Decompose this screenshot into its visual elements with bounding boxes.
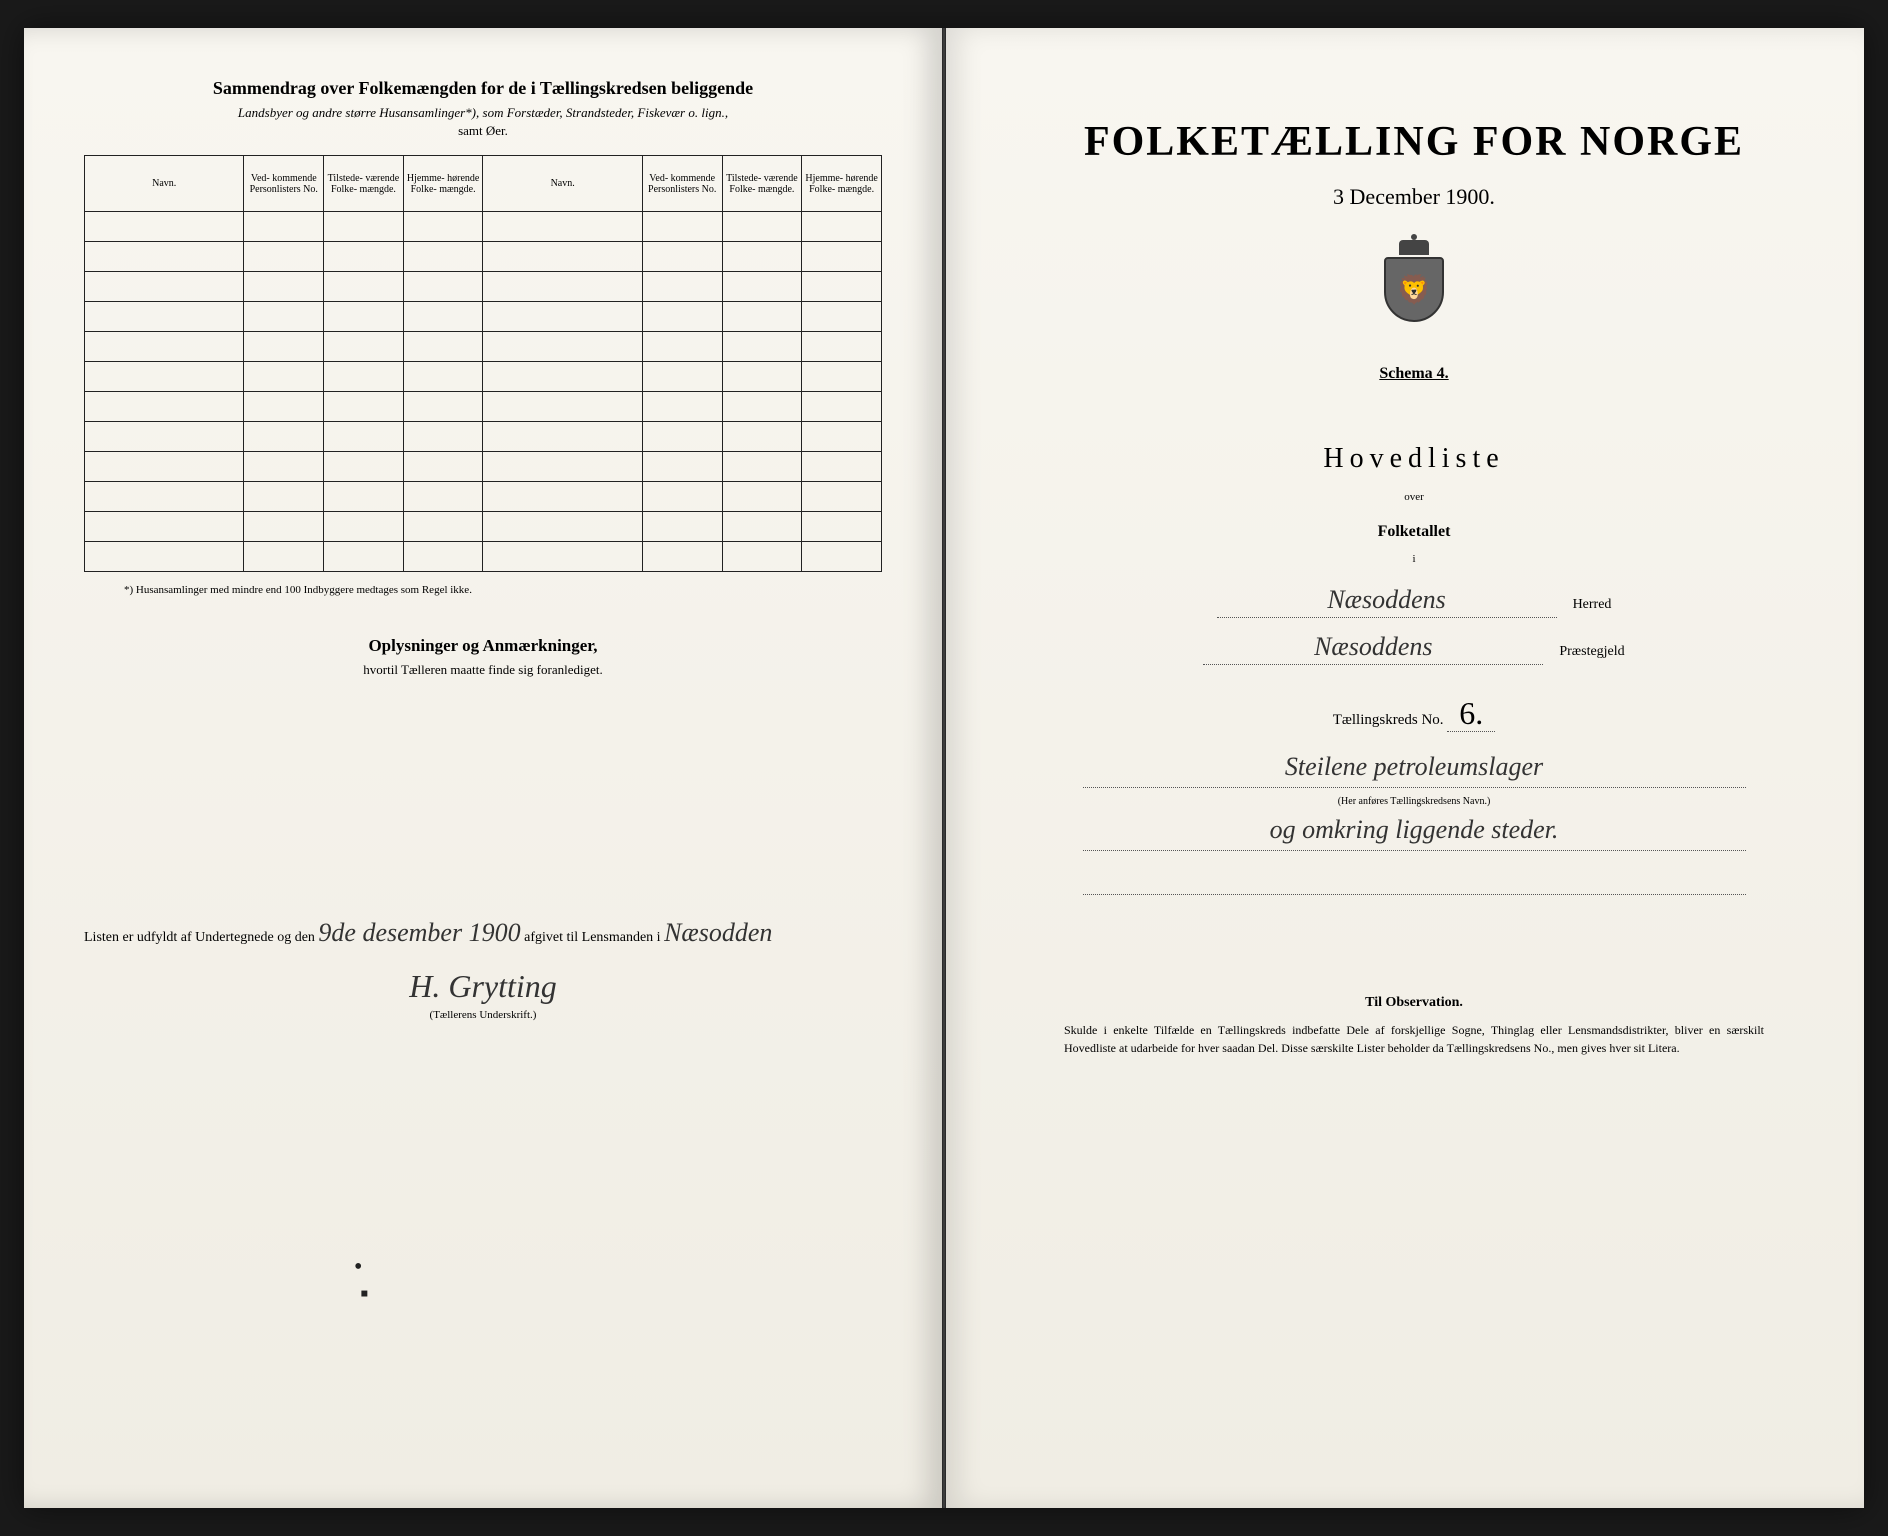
signature-line: Listen er udfyldt af Undertegnede og den… bbox=[84, 918, 882, 948]
herred-label: Herred bbox=[1573, 597, 1612, 613]
col-vedk-1: Ved- kommende Personlisters No. bbox=[244, 156, 324, 212]
schema-label: Schema 4. bbox=[1024, 365, 1804, 383]
hovedliste-title: Hovedliste bbox=[1024, 443, 1804, 475]
table-footnote: *) Husansamlinger med mindre end 100 Ind… bbox=[124, 584, 882, 596]
sig-place: Næsodden bbox=[664, 918, 772, 947]
summary-title: Sammendrag over Folkemængden for de i Tæ… bbox=[84, 78, 882, 99]
kreds-label: Tællingskreds No. bbox=[1333, 712, 1444, 728]
praeste-label: Præstegjeld bbox=[1559, 644, 1624, 660]
remarks-title: Oplysninger og Anmærkninger, bbox=[84, 636, 882, 656]
sig-name: H. Grytting bbox=[409, 968, 557, 1004]
praeste-value: Næsoddens bbox=[1203, 632, 1543, 665]
book-spine bbox=[942, 28, 946, 1508]
col-tilst-1: Tilstede- værende Folke- mængde. bbox=[324, 156, 404, 212]
signature-name-block: H. Grytting (Tællerens Underskrift.) bbox=[84, 968, 882, 1021]
observation-text: Skulde i enkelte Tilfælde en Tællingskre… bbox=[1024, 1021, 1804, 1057]
table-row bbox=[85, 422, 882, 452]
over-label: over bbox=[1024, 491, 1804, 503]
remarks-subtitle: hvortil Tælleren maatte finde sig foranl… bbox=[84, 662, 882, 678]
summary-subtitle: Landsbyer og andre større Husansamlinger… bbox=[84, 105, 882, 121]
table-row bbox=[85, 242, 882, 272]
observation-title: Til Observation. bbox=[1024, 995, 1804, 1011]
ink-marks: • ▪ bbox=[354, 1254, 369, 1308]
right-page: FOLKETÆLLING FOR NORGE 3 December 1900. … bbox=[944, 28, 1864, 1508]
description-line-3 bbox=[1083, 859, 1746, 895]
herred-value: Næsoddens bbox=[1217, 585, 1557, 618]
table-header-row: Navn. Ved- kommende Personlisters No. Ti… bbox=[85, 156, 882, 212]
sig-date: 9de desember 1900 bbox=[318, 918, 520, 947]
description-line-2: og omkring liggende steder. bbox=[1083, 815, 1746, 851]
table-row bbox=[85, 512, 882, 542]
table-row bbox=[85, 362, 882, 392]
census-book: Sammendrag over Folkemængden for de i Tæ… bbox=[24, 28, 1864, 1508]
teller-label: (Tællerens Underskrift.) bbox=[84, 1009, 882, 1021]
col-hjem-1: Hjemme- hørende Folke- mængde. bbox=[403, 156, 483, 212]
col-navn-2: Navn. bbox=[483, 156, 642, 212]
table-row bbox=[85, 272, 882, 302]
shield-icon: 🦁 bbox=[1384, 257, 1444, 322]
table-row bbox=[85, 212, 882, 242]
praeste-line: Næsoddens Præstegjeld bbox=[1024, 632, 1804, 665]
col-vedk-2: Ved- kommende Personlisters No. bbox=[642, 156, 722, 212]
table-row bbox=[85, 542, 882, 572]
herred-line: Næsoddens Herred bbox=[1024, 585, 1804, 618]
sig-prefix: Listen er udfyldt af Undertegnede og den bbox=[84, 930, 315, 945]
kreds-line: Tællingskreds No. 6. bbox=[1024, 695, 1804, 732]
col-navn-1: Navn. bbox=[85, 156, 244, 212]
i-label: i bbox=[1024, 553, 1804, 565]
table-row bbox=[85, 332, 882, 362]
folketallet-label: Folketallet bbox=[1024, 523, 1804, 541]
table-row bbox=[85, 482, 882, 512]
col-hjem-2: Hjemme- hørende Folke- mængde. bbox=[802, 156, 882, 212]
census-date: 3 December 1900. bbox=[1024, 184, 1804, 210]
observation-section: Til Observation. Skulde i enkelte Tilfæl… bbox=[1024, 995, 1804, 1057]
description-note: (Her anføres Tællingskredsens Navn.) bbox=[1024, 796, 1804, 807]
col-tilst-2: Tilstede- værende Folke- mængde. bbox=[722, 156, 802, 212]
kreds-number: 6. bbox=[1447, 695, 1495, 732]
description-line-1: Steilene petroleumslager bbox=[1083, 752, 1746, 788]
table-row bbox=[85, 392, 882, 422]
summary-subtitle2: samt Øer. bbox=[84, 123, 882, 139]
summary-table: Navn. Ved- kommende Personlisters No. Ti… bbox=[84, 155, 882, 572]
census-title: FOLKETÆLLING FOR NORGE bbox=[1024, 118, 1804, 166]
crown-icon bbox=[1399, 240, 1429, 255]
left-page: Sammendrag over Folkemængden for de i Tæ… bbox=[24, 28, 944, 1508]
coat-of-arms-icon: 🦁 bbox=[1379, 240, 1449, 325]
table-body bbox=[85, 212, 882, 572]
table-row bbox=[85, 452, 882, 482]
sig-mid: afgivet til Lensmanden i bbox=[524, 930, 660, 945]
table-row bbox=[85, 302, 882, 332]
right-content: FOLKETÆLLING FOR NORGE 3 December 1900. … bbox=[1024, 78, 1804, 1057]
